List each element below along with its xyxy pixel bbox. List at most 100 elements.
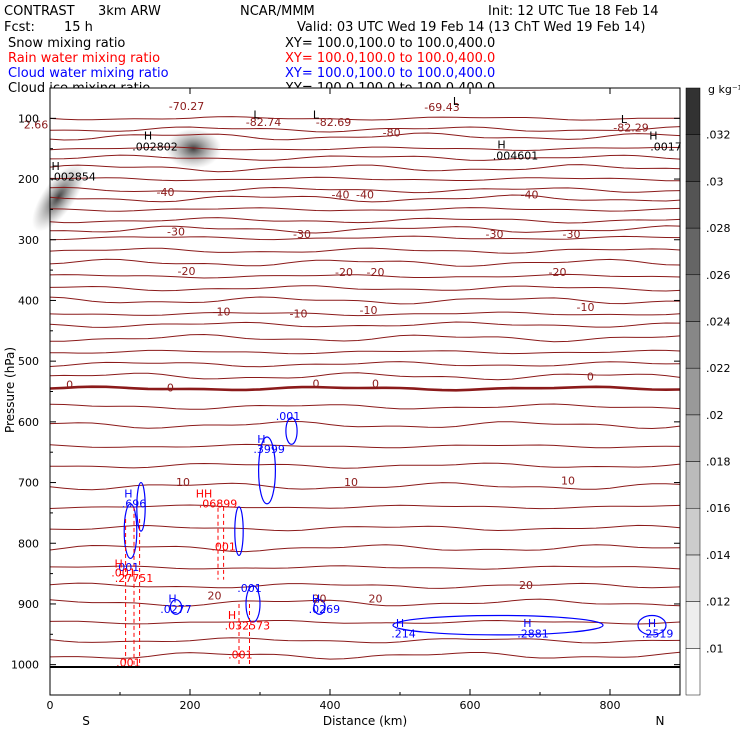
- x-tick-label: 400: [320, 699, 341, 712]
- cloud-water-label: H: [523, 617, 531, 630]
- temperature-contour-line: [49, 146, 681, 152]
- temperature-contour-line: [49, 258, 681, 267]
- temperature-contour-line: [49, 443, 681, 449]
- field-name: Snow mixing ratio: [8, 36, 125, 51]
- snow-ice-label: L: [621, 113, 628, 126]
- temperature-contour-line: [49, 598, 681, 607]
- x-end-label-south: S: [82, 714, 90, 728]
- y-tick-label: 700: [18, 477, 39, 490]
- rain-water-label: H: [114, 558, 122, 571]
- plot-area: -70.27 -69.43 -82.74 -82.69 -82.29 2.66 -80 -40…: [24, 87, 682, 696]
- colorbar-bin: [685, 87, 701, 135]
- temperature-contour-label: -82.74: [246, 116, 281, 129]
- colorbar-label: .032: [706, 129, 731, 142]
- temperature-contour-label: -82.29: [613, 122, 648, 135]
- temperature-contour-label: -10: [360, 304, 378, 317]
- colorbar-label: .01: [706, 642, 724, 655]
- temperature-contour-line: [49, 385, 681, 392]
- snow-ice-label: .0017: [650, 141, 682, 154]
- temperature-contour-label: 20: [519, 579, 533, 592]
- cloud-water-contour: [313, 599, 326, 615]
- x-tick-label: 0: [47, 699, 54, 712]
- rain-water-contours: [125, 500, 250, 665]
- temperature-contour-label: -40: [521, 188, 539, 201]
- temperature-contour-label: -80: [383, 127, 401, 140]
- cloud-water-label: .001: [276, 410, 301, 423]
- temperature-contour-line: [49, 296, 680, 305]
- y-tick-label: 1000: [11, 659, 39, 672]
- temperature-contour-label: 20: [313, 593, 327, 606]
- cloud-water-contour: [123, 503, 138, 560]
- cloud-water-contour: [637, 614, 667, 636]
- temperature-contour-label: -30: [293, 228, 311, 241]
- rain-water-label: H: [228, 609, 236, 622]
- rain-water-label: .001: [111, 567, 136, 580]
- cloud-water-label: .001: [237, 582, 262, 595]
- y-axis-label: Pressure (hPa): [3, 347, 17, 433]
- field-xy: XY= 100.0,100.0 to 100.0,400.0: [285, 36, 495, 51]
- temperature-contour-line: [49, 311, 681, 317]
- temperature-contour-label: 0: [167, 382, 174, 395]
- x-axis-label: Distance (km): [323, 714, 407, 728]
- snow-ice-label: H: [51, 160, 59, 173]
- temperature-contour-label: 20: [369, 593, 383, 606]
- temperature-contour-label: -30: [486, 228, 504, 241]
- cloud-water-label: H: [312, 593, 320, 606]
- temperature-contour-label: 10: [176, 476, 190, 489]
- y-tick-label: 900: [18, 598, 39, 611]
- temperature-contour-line: [49, 217, 681, 224]
- colorbar-bin: [685, 321, 701, 369]
- snow-ice-label: L: [453, 95, 460, 108]
- cloud-water-contour: [169, 599, 183, 615]
- temperature-contour-line: [49, 403, 681, 410]
- colorbar-bin: [685, 181, 701, 229]
- y-tick-label: 200: [18, 173, 39, 186]
- cloud-water-label: .3999: [253, 443, 285, 456]
- contour-labels: -70.27 -69.43 -82.74 -82.69 -82.29 2.66 -80 -40…: [24, 95, 682, 669]
- center-name: NCAR/MMM: [240, 4, 315, 19]
- temperature-contour-line: [49, 651, 681, 660]
- colorbar-label: .014: [706, 549, 731, 562]
- colorbar-label: .012: [706, 596, 731, 609]
- cloud-water-contour: [234, 506, 244, 556]
- fcst-value: 15 h: [64, 20, 93, 35]
- temperature-contour-label: -30: [563, 228, 581, 241]
- snow-ice-shading: [31, 128, 222, 232]
- temperature-contour-line: [49, 524, 681, 532]
- y-tick-label: 300: [18, 234, 39, 247]
- field-legend: Snow mixing ratio XY= 100.0,100.0 to 100.…: [8, 36, 495, 96]
- snow-ice-label: .002802: [132, 141, 178, 154]
- temperature-contour-label: -40: [332, 188, 350, 201]
- temperature-contour-label: 2.66: [24, 119, 49, 132]
- temperature-contour-line: [49, 273, 681, 279]
- temperature-contour-label: -10: [290, 307, 308, 320]
- field-xy: XY= 100.0,100.0 to 100.0,400.0: [285, 51, 495, 66]
- x-end-label-north: N: [656, 714, 665, 728]
- temperature-contour-label: -69.43: [424, 101, 459, 114]
- temperature-contour-line: [49, 420, 681, 430]
- temperature-contour-line: [49, 225, 681, 234]
- temperature-contour-label: 0: [313, 377, 320, 390]
- temperature-contour-label: -10: [213, 306, 231, 319]
- fcst-label: Fcst:: [4, 20, 35, 35]
- colorbar-bin: [685, 461, 701, 509]
- init-time: Init: 12 UTC Tue 18 Feb 14: [488, 4, 659, 19]
- snow-ice-label: .002854: [50, 170, 96, 183]
- temperature-contour-line: [49, 235, 681, 241]
- colorbar-bin: [685, 227, 701, 276]
- temperature-contour-label: 0: [66, 378, 73, 391]
- temperature-contour-line: [49, 544, 681, 553]
- rain-water-label: .001: [228, 649, 253, 662]
- temperature-contour-label: -40: [356, 188, 374, 201]
- cloud-water-label: .0269: [309, 603, 341, 616]
- snow-ice-label: H: [497, 139, 505, 152]
- temperature-contour-line: [49, 116, 681, 121]
- cloud-water-label: H: [168, 593, 176, 606]
- temperature-contour-label: -70.27: [169, 100, 204, 113]
- temperature-contour-label: 20: [208, 590, 222, 603]
- cloud-water-label: H: [396, 617, 404, 630]
- y-tick-label: 800: [18, 537, 39, 550]
- cloud-water-contour: [258, 436, 277, 505]
- cloud-water-label: .214: [391, 627, 416, 640]
- colorbar-bin: [685, 414, 701, 462]
